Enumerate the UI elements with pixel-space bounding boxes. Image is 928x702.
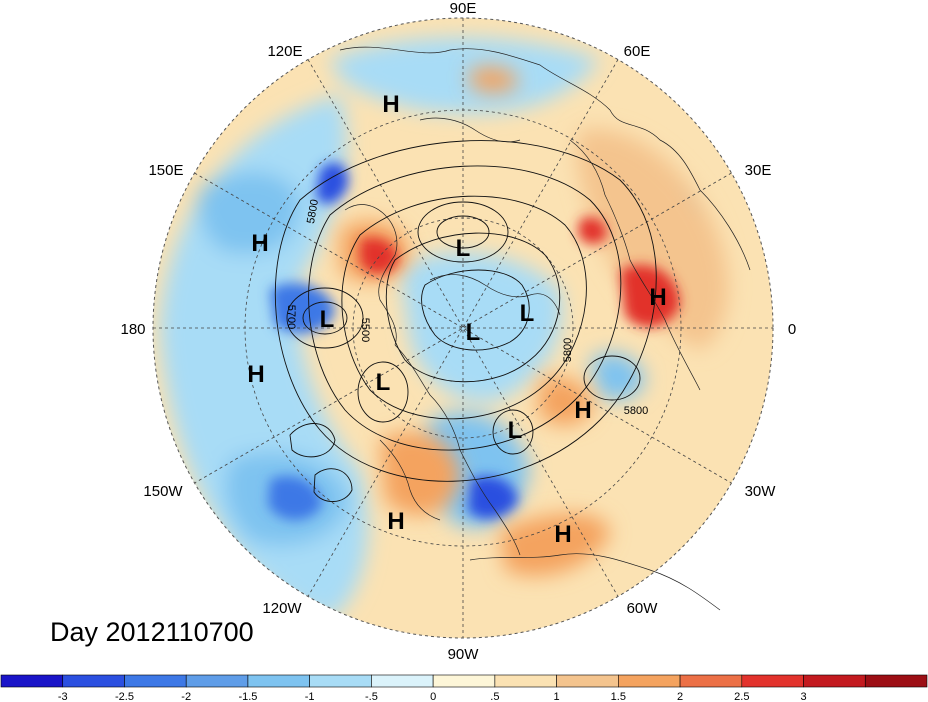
colorbar-tick-label: -1: [305, 691, 315, 702]
lon-label-90w: 90W: [448, 646, 480, 663]
colorbar-tick-label: -.5: [365, 691, 378, 702]
colorbar-box: [679, 674, 743, 688]
lon-label-150e: 150E: [148, 162, 183, 179]
colorbar-box: [371, 674, 434, 688]
high-pressure-label: H: [554, 521, 571, 548]
lon-label-60e: 60E: [624, 43, 651, 60]
day-label: Day 2012110700: [50, 617, 254, 647]
longitude-labels: 90E 60E 30E 0 30W 60W 90W 120W 150W 180 …: [120, 0, 796, 663]
high-pressure-label: H: [649, 284, 666, 311]
contour-label: 5800: [305, 198, 321, 224]
colorbar-box: [618, 674, 681, 688]
anomaly-field: [153, 18, 773, 638]
colorbar: -3 -2.5 -2 -1.5 -1 -.5 0 .5 1 1.5 2 2.5 3: [0, 674, 928, 702]
contour-label: 5500: [359, 318, 371, 342]
colorbar-tick-label: .5: [490, 691, 499, 702]
lon-label-120e: 120E: [267, 43, 302, 60]
colorbar-tick-label: 3: [800, 691, 806, 702]
high-pressure-label: H: [574, 397, 591, 424]
colorbar-tick-label: -2: [181, 691, 191, 702]
colorbar-box: [185, 674, 249, 688]
colorbar-box: [803, 674, 866, 688]
colorbar-tick-label: 1.5: [611, 691, 626, 702]
low-pressure-label: L: [508, 417, 523, 444]
lon-label-0: 0: [788, 321, 796, 338]
high-pressure-label: H: [382, 91, 399, 118]
contour-value-labels: 5800 5700 5500 5800 5800: [285, 198, 648, 417]
low-pressure-label: L: [520, 300, 535, 327]
low-pressure-label: L: [320, 306, 335, 333]
colorbar-tick-label: -2.5: [115, 691, 134, 702]
high-pressure-label: H: [387, 508, 404, 535]
contour-label: 5800: [624, 405, 648, 417]
colorbar-box: [556, 674, 619, 688]
pressure-center-labels: H L L H L L L H H L H H L H H: [247, 91, 666, 548]
colorbar-box: [741, 674, 804, 688]
lon-label-30e: 30E: [745, 162, 772, 179]
lon-label-180: 180: [120, 321, 145, 338]
colorbar-tick-label: 2: [677, 691, 683, 702]
polar-anomaly-map: 90E 60E 30E 0 30W 60W 90W 120W 150W 180 …: [120, 0, 796, 663]
low-pressure-label: L: [376, 369, 391, 396]
colorbar-tick-label: 2.5: [734, 691, 749, 702]
colorbar-box: [247, 674, 310, 688]
lon-label-120w: 120W: [262, 600, 302, 617]
colorbar-tick-label: -3: [58, 691, 68, 702]
contour-label: 5800: [562, 338, 574, 362]
colorbar-box: [309, 674, 372, 688]
low-pressure-label: L: [456, 235, 471, 262]
graticule: [153, 18, 773, 638]
map-boundary: [152, 17, 774, 639]
colorbar-boxes: [0, 674, 928, 688]
contour-label: 5700: [285, 305, 297, 329]
colorbar-tick-label: 1: [554, 691, 560, 702]
colorbar-tick-label: 0: [430, 691, 436, 702]
lon-label-90e: 90E: [450, 0, 477, 17]
low-pressure-label: L: [466, 319, 481, 346]
colorbar-box: [124, 674, 187, 688]
high-pressure-label: H: [247, 361, 264, 388]
coastlines: [339, 46, 751, 611]
colorbar-box: [494, 674, 557, 688]
colorbar-box: [864, 674, 928, 688]
colorbar-ticks: -3 -2.5 -2 -1.5 -1 -.5 0 .5 1 1.5 2 2.5 3: [58, 691, 807, 702]
lon-label-30w: 30W: [745, 483, 777, 500]
colorbar-box: [432, 674, 496, 688]
colorbar-box: [0, 674, 64, 688]
lon-label-60w: 60W: [627, 600, 659, 617]
colorbar-box: [62, 674, 125, 688]
colorbar-tick-label: -1.5: [238, 691, 257, 702]
high-pressure-label: H: [251, 230, 268, 257]
lon-label-150w: 150W: [143, 483, 183, 500]
